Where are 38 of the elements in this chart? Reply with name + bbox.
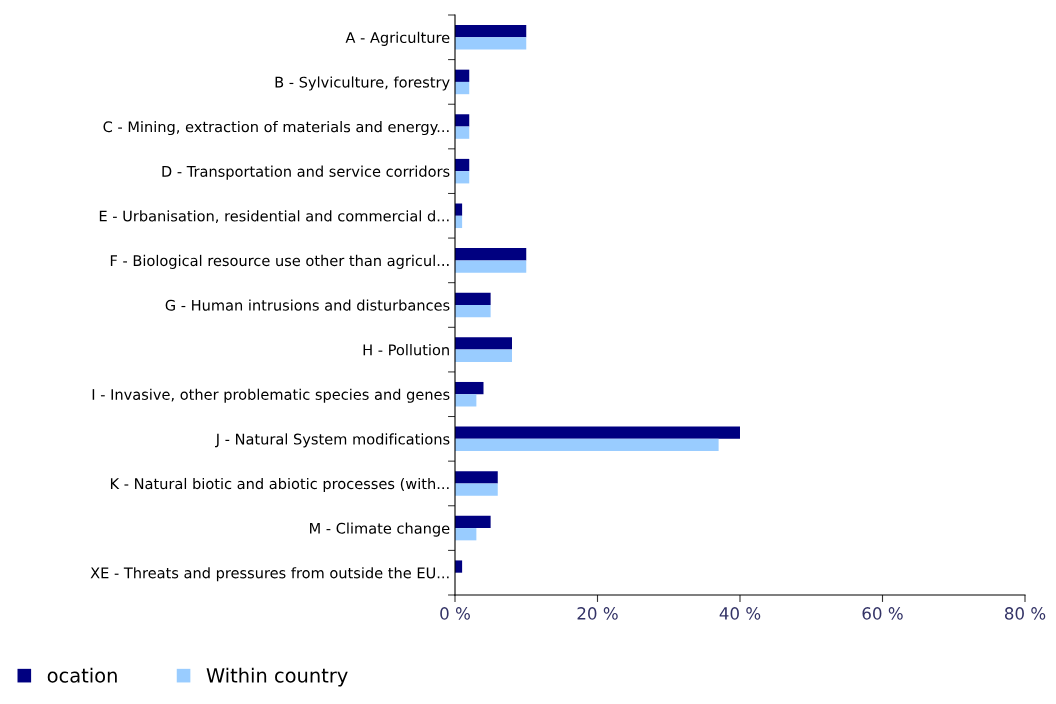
bar (455, 349, 512, 362)
y-tick-label: F - Biological resource use other than agricul... (110, 254, 449, 269)
bar (455, 483, 498, 496)
bar (455, 528, 477, 541)
x-tick-label: 0 % (440, 607, 470, 620)
bar (455, 248, 527, 261)
x-tick-label: 40 % (719, 607, 761, 620)
y-tick-label: M - Climate change (310, 522, 450, 537)
y-tick-label: C - Mining, extraction of materials and energy... (103, 121, 449, 136)
bar (455, 337, 512, 350)
y-tick-label: A - Agriculture (345, 31, 450, 46)
y-tick-label: B - Sylviculture, forestry (275, 76, 450, 91)
bar (455, 438, 719, 452)
x-tick-label: 20 % (577, 607, 618, 620)
bar (455, 37, 527, 50)
bar (455, 381, 484, 395)
y-tick-label: K - Natural biotic and abiotic processes (with... (110, 477, 449, 493)
x-tick-label: 60 % (862, 607, 903, 620)
bar (455, 394, 477, 407)
y-tick-label: XE - Threats and pressures from outside the EU... (90, 567, 449, 582)
bar (455, 515, 491, 529)
bar (455, 471, 498, 484)
bar (455, 114, 470, 127)
bar (455, 305, 491, 318)
legend-label: Within country (206, 667, 348, 687)
bar (455, 25, 527, 38)
y-tick-label: D - Transportation and service corridors (162, 165, 450, 180)
y-tick-label: G - Human intrusions and disturbances (165, 299, 450, 311)
y-tick-label: I - Invasive, other problematic species and genes (92, 388, 450, 403)
bar (455, 292, 491, 305)
y-tick-label: J - Natural System modifications (215, 433, 450, 448)
bar (455, 426, 740, 439)
legend-label: ocation (47, 667, 117, 683)
bar (455, 260, 527, 273)
x-tick-label: 80 % (1004, 607, 1046, 620)
y-tick-label: H - Pollution (363, 344, 449, 356)
y-tick-label: E - Urbanisation, residential and commercial d... (99, 210, 449, 224)
bar (455, 560, 463, 573)
